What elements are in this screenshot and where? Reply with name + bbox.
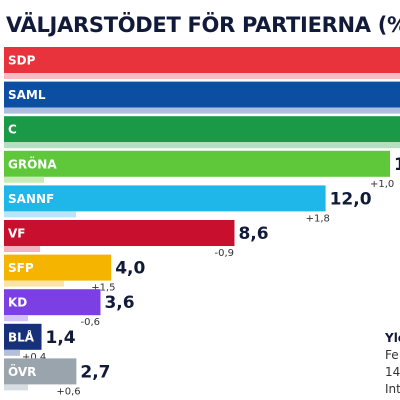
category-label: C <box>8 123 17 137</box>
change-bar-övr <box>4 384 28 391</box>
category-label: KD <box>8 296 27 310</box>
change-bar-gröna <box>4 176 44 183</box>
value-label: 12,0 <box>330 189 372 209</box>
category-label: ÖVR <box>8 364 36 379</box>
change-bar-blå <box>4 349 20 356</box>
bar-saml <box>4 81 400 108</box>
bar-c <box>4 116 400 143</box>
change-label: +0,4 <box>22 352 46 363</box>
source-line-3: Int <box>385 382 400 396</box>
value-label: 4,0 <box>115 259 145 279</box>
value-label: 2,7 <box>80 362 110 382</box>
value-label: 8,6 <box>238 224 268 244</box>
change-bar-sdp <box>4 73 400 79</box>
change-bar-c <box>4 142 400 149</box>
category-label: SANNF <box>8 192 54 206</box>
change-bar-sfp <box>4 280 64 287</box>
bar-kd <box>4 289 101 316</box>
bar-vf <box>4 220 235 246</box>
value-label: 3,6 <box>104 293 134 313</box>
change-label: -0,6 <box>80 317 100 328</box>
change-label: +0,6 <box>56 386 80 397</box>
category-label: SAML <box>8 88 46 102</box>
category-label: SDP <box>8 54 36 68</box>
source-org: Yle <box>385 331 400 345</box>
source-line-1: Fe <box>385 348 399 362</box>
bar-gröna <box>4 150 390 177</box>
bar-blå <box>4 323 42 350</box>
category-label: BLÅ <box>8 329 35 344</box>
source-note: Yle Fe 14. Int <box>385 330 400 398</box>
value-label: 1 <box>394 155 400 175</box>
change-bar-kd <box>4 315 28 322</box>
source-line-2: 14. <box>385 365 400 379</box>
change-label: +1,5 <box>91 283 115 294</box>
value-label: 1,4 <box>46 328 76 348</box>
bar-sfp <box>4 254 112 281</box>
category-label: SFP <box>8 261 34 275</box>
change-bar-sannf <box>4 211 76 218</box>
change-label: -0,9 <box>214 248 234 259</box>
change-label: +1,8 <box>306 213 330 224</box>
category-label: VF <box>8 227 25 241</box>
bar-sdp <box>4 47 400 73</box>
category-label: GRÖNA <box>8 156 57 171</box>
change-bar-vf <box>4 246 40 252</box>
bar-övr <box>4 358 77 385</box>
chart-title: VÄLJARSTÖDET FÖR PARTIERNA (%) <box>6 13 400 37</box>
bar-sannf <box>4 185 326 212</box>
change-bar-saml <box>4 107 400 114</box>
change-label: +1,0 <box>370 179 394 190</box>
